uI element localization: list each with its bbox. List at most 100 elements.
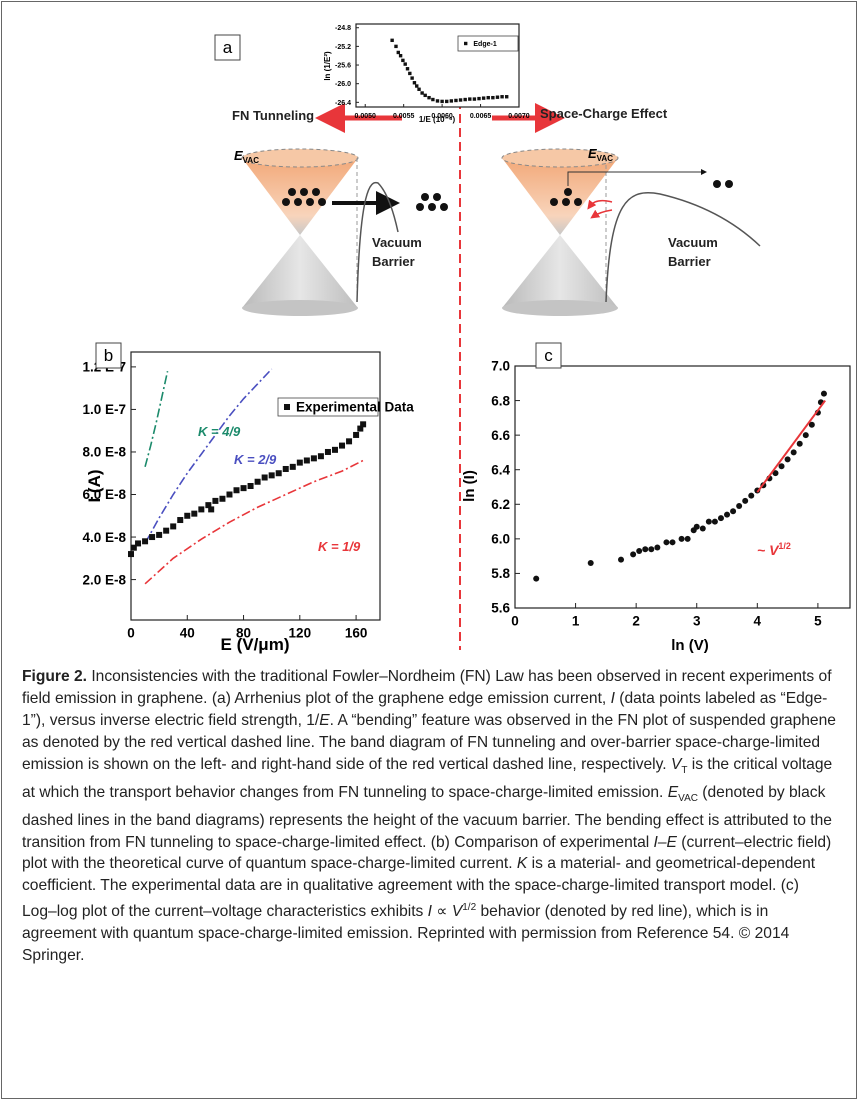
caption-text: K xyxy=(516,855,528,873)
data-point xyxy=(339,442,346,449)
data-point xyxy=(394,44,398,49)
data-point xyxy=(184,512,191,519)
data-point xyxy=(684,535,691,542)
data-point xyxy=(417,87,421,91)
data-point xyxy=(170,523,177,530)
y-axis-label: ln (I) xyxy=(461,470,478,502)
x-axis-label: ln (V) xyxy=(671,637,709,654)
data-point xyxy=(678,535,685,542)
x-tick-label: 0 xyxy=(127,626,135,641)
panel-label: a xyxy=(223,38,233,57)
data-point xyxy=(468,97,472,101)
data-point xyxy=(398,54,403,58)
data-point xyxy=(427,95,431,100)
legend-label: Edge-1 xyxy=(473,41,496,48)
data-point xyxy=(303,457,310,464)
y-tick-label: -26.4 xyxy=(335,100,351,107)
data-point xyxy=(254,478,261,485)
data-point xyxy=(226,491,233,498)
data-point xyxy=(401,58,405,63)
theory-curve xyxy=(144,368,273,544)
caption-text: V xyxy=(670,755,682,773)
x-tick-label: 120 xyxy=(289,626,312,641)
data-point xyxy=(481,96,486,100)
data-point xyxy=(357,425,364,432)
data-point xyxy=(275,470,282,477)
electrons xyxy=(282,188,448,211)
data-point xyxy=(198,506,205,513)
data-point xyxy=(412,81,417,85)
data-point xyxy=(486,95,490,100)
theory-curve xyxy=(144,459,364,585)
band-diagrams xyxy=(241,30,761,650)
data-point xyxy=(408,71,412,76)
data-point xyxy=(784,456,791,463)
chart: 0 1 2 3 4 5 5.6 5.8 6.0 6.2 6.4 6.6 6.8 7.0 ln (V) ln (… xyxy=(461,342,851,654)
data-point xyxy=(705,518,712,525)
data-point xyxy=(142,538,149,545)
data-point xyxy=(618,556,625,563)
data-point xyxy=(163,527,170,534)
x-axis-label: 1/E (10⁻⁶) xyxy=(419,115,456,124)
data-point xyxy=(403,62,407,66)
data-point xyxy=(820,390,827,397)
x-tick-label: 0.0065 xyxy=(470,113,492,120)
y-tick-label: 6.0 xyxy=(491,532,510,547)
data-point xyxy=(317,453,324,460)
caption-text: E xyxy=(319,711,330,729)
data-point xyxy=(748,492,755,499)
right-title: Space-Charge Effect xyxy=(540,106,668,121)
caption-text: behavior (denoted by red line), which is… xyxy=(22,903,790,965)
data-point xyxy=(423,93,427,98)
barrier-label: Barrier xyxy=(668,254,711,269)
data-point xyxy=(669,539,676,546)
caption-text: . A “bending” feature was observed in th… xyxy=(22,711,836,773)
evac-sub: VAC xyxy=(597,154,614,163)
data-point xyxy=(331,446,338,453)
y-tick-label: 6.0 E-8 xyxy=(82,487,126,502)
caption-text: E xyxy=(667,783,679,801)
x-tick-label: 0.0055 xyxy=(393,113,415,120)
data-point xyxy=(177,517,184,524)
data-point xyxy=(717,515,724,522)
data-point xyxy=(149,534,156,541)
panel-label-box xyxy=(535,342,562,369)
figure: a FN Tunneling Space-Charge Effect VT EV… xyxy=(82,23,851,654)
panel-label: c xyxy=(544,346,553,365)
legend-box xyxy=(457,35,519,52)
caption-text: is a material- and geometrical-dependent… xyxy=(22,855,816,921)
data-point xyxy=(435,99,440,103)
curve-label: K = 1/9 xyxy=(318,539,361,554)
annotation-sup: 1/2 xyxy=(778,541,791,551)
data-point xyxy=(463,97,467,102)
evac-label: EVAC xyxy=(588,146,613,163)
x-tick-label: 0.0050 xyxy=(355,113,377,120)
barrier-curve xyxy=(605,192,761,303)
data-point xyxy=(353,431,360,438)
data-point xyxy=(802,432,809,439)
data-point xyxy=(346,438,353,445)
reflect-arrow xyxy=(590,209,613,219)
panel-label-box xyxy=(214,34,241,61)
curve-label: K = 4/9 xyxy=(198,424,241,439)
data-point xyxy=(410,76,414,80)
cone-upper xyxy=(502,158,618,235)
data-point xyxy=(310,455,317,462)
x-tick-label: 40 xyxy=(180,626,195,641)
data-point xyxy=(742,497,749,504)
y-tick-label: 1.0 E-7 xyxy=(82,402,126,417)
caption-label: Figure 2. xyxy=(22,668,87,685)
caption-text: I–E xyxy=(653,833,677,851)
data-point xyxy=(724,511,731,518)
emission-arrow xyxy=(567,169,707,186)
data-point xyxy=(472,97,477,101)
y-tick-label: -24.8 xyxy=(335,25,351,32)
data-point xyxy=(663,539,670,546)
data-point xyxy=(533,575,540,582)
data-point xyxy=(405,67,410,71)
y-tick-label: 5.6 xyxy=(491,601,510,616)
data-point xyxy=(240,485,247,492)
data-point xyxy=(219,495,226,502)
data-point xyxy=(233,487,240,494)
caption: Figure 2. Inconsistencies with the tradi… xyxy=(22,666,837,967)
